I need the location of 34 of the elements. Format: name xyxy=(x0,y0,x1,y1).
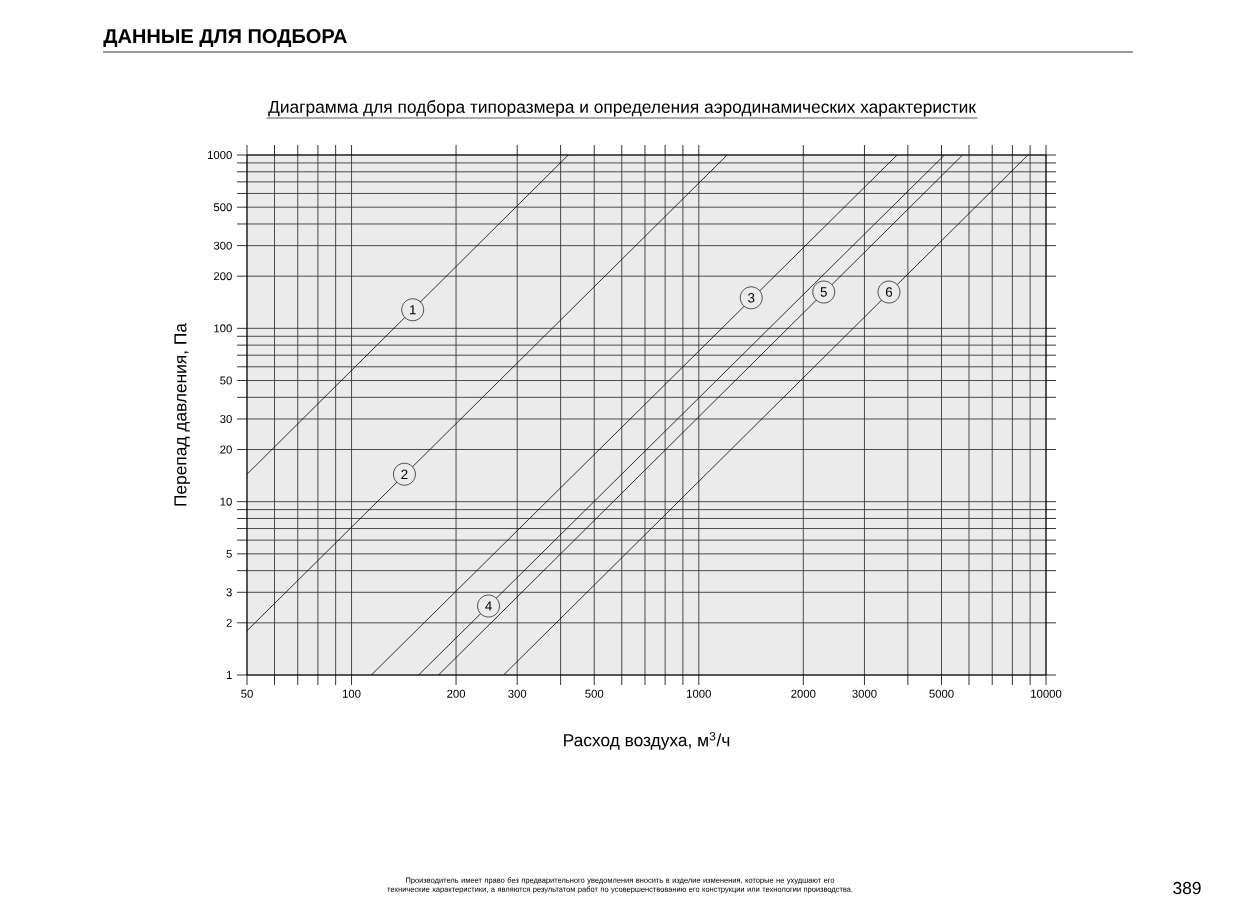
x-tick-label: 300 xyxy=(508,689,527,698)
x-tick-label: 50 xyxy=(241,689,253,698)
x-tick-label: 1000 xyxy=(687,689,711,698)
y-tick-label: 30 xyxy=(220,414,232,423)
y-tick-label: 1000 xyxy=(207,151,232,160)
text: 389 xyxy=(1173,881,1201,895)
x-tick-label: 100 xyxy=(342,689,361,698)
x-tick-label: 3000 xyxy=(852,689,877,698)
y-tick-label: 100 xyxy=(214,324,232,333)
y-tick-label: 3 xyxy=(226,588,232,597)
annotation: 5 xyxy=(820,287,827,297)
y-tick-label: 5 xyxy=(226,549,232,558)
y-tick-label: 2 xyxy=(226,618,232,627)
annotation: 1 xyxy=(410,305,416,315)
annotation: 2 xyxy=(401,469,408,479)
y-tick-label: 300 xyxy=(213,241,232,250)
annotation: 6 xyxy=(885,287,893,297)
y-tick-label: 20 xyxy=(220,445,232,454)
y-axis-title: Перепад давления, Па xyxy=(174,323,190,506)
x-axis-title: Расход воздуха, м$^{3}$/ч xyxy=(564,731,730,750)
y-tick-label: 200 xyxy=(213,272,232,281)
y-tick-label: 1 xyxy=(226,671,232,679)
x-tick-label: 500 xyxy=(585,689,604,698)
y-tick-label: 500 xyxy=(213,203,232,212)
chart-title: ДАННЫЕ ДЛЯ ПОДБОРА xyxy=(103,29,347,47)
chart-subtitle: Диаграмма для подбора типоразмера и определения аэродинамических характеристик xyxy=(268,100,977,117)
annotation: 4 xyxy=(485,601,492,611)
annotation: 3 xyxy=(748,293,755,303)
x-tick-label: 10000 xyxy=(1031,689,1062,698)
x-tick-label: 2000 xyxy=(791,689,816,698)
x-tick-label: 200 xyxy=(447,689,466,698)
y-tick-label: 10 xyxy=(220,497,232,506)
x-tick-label: 5000 xyxy=(929,689,954,698)
y-tick-label: 50 xyxy=(220,376,232,385)
